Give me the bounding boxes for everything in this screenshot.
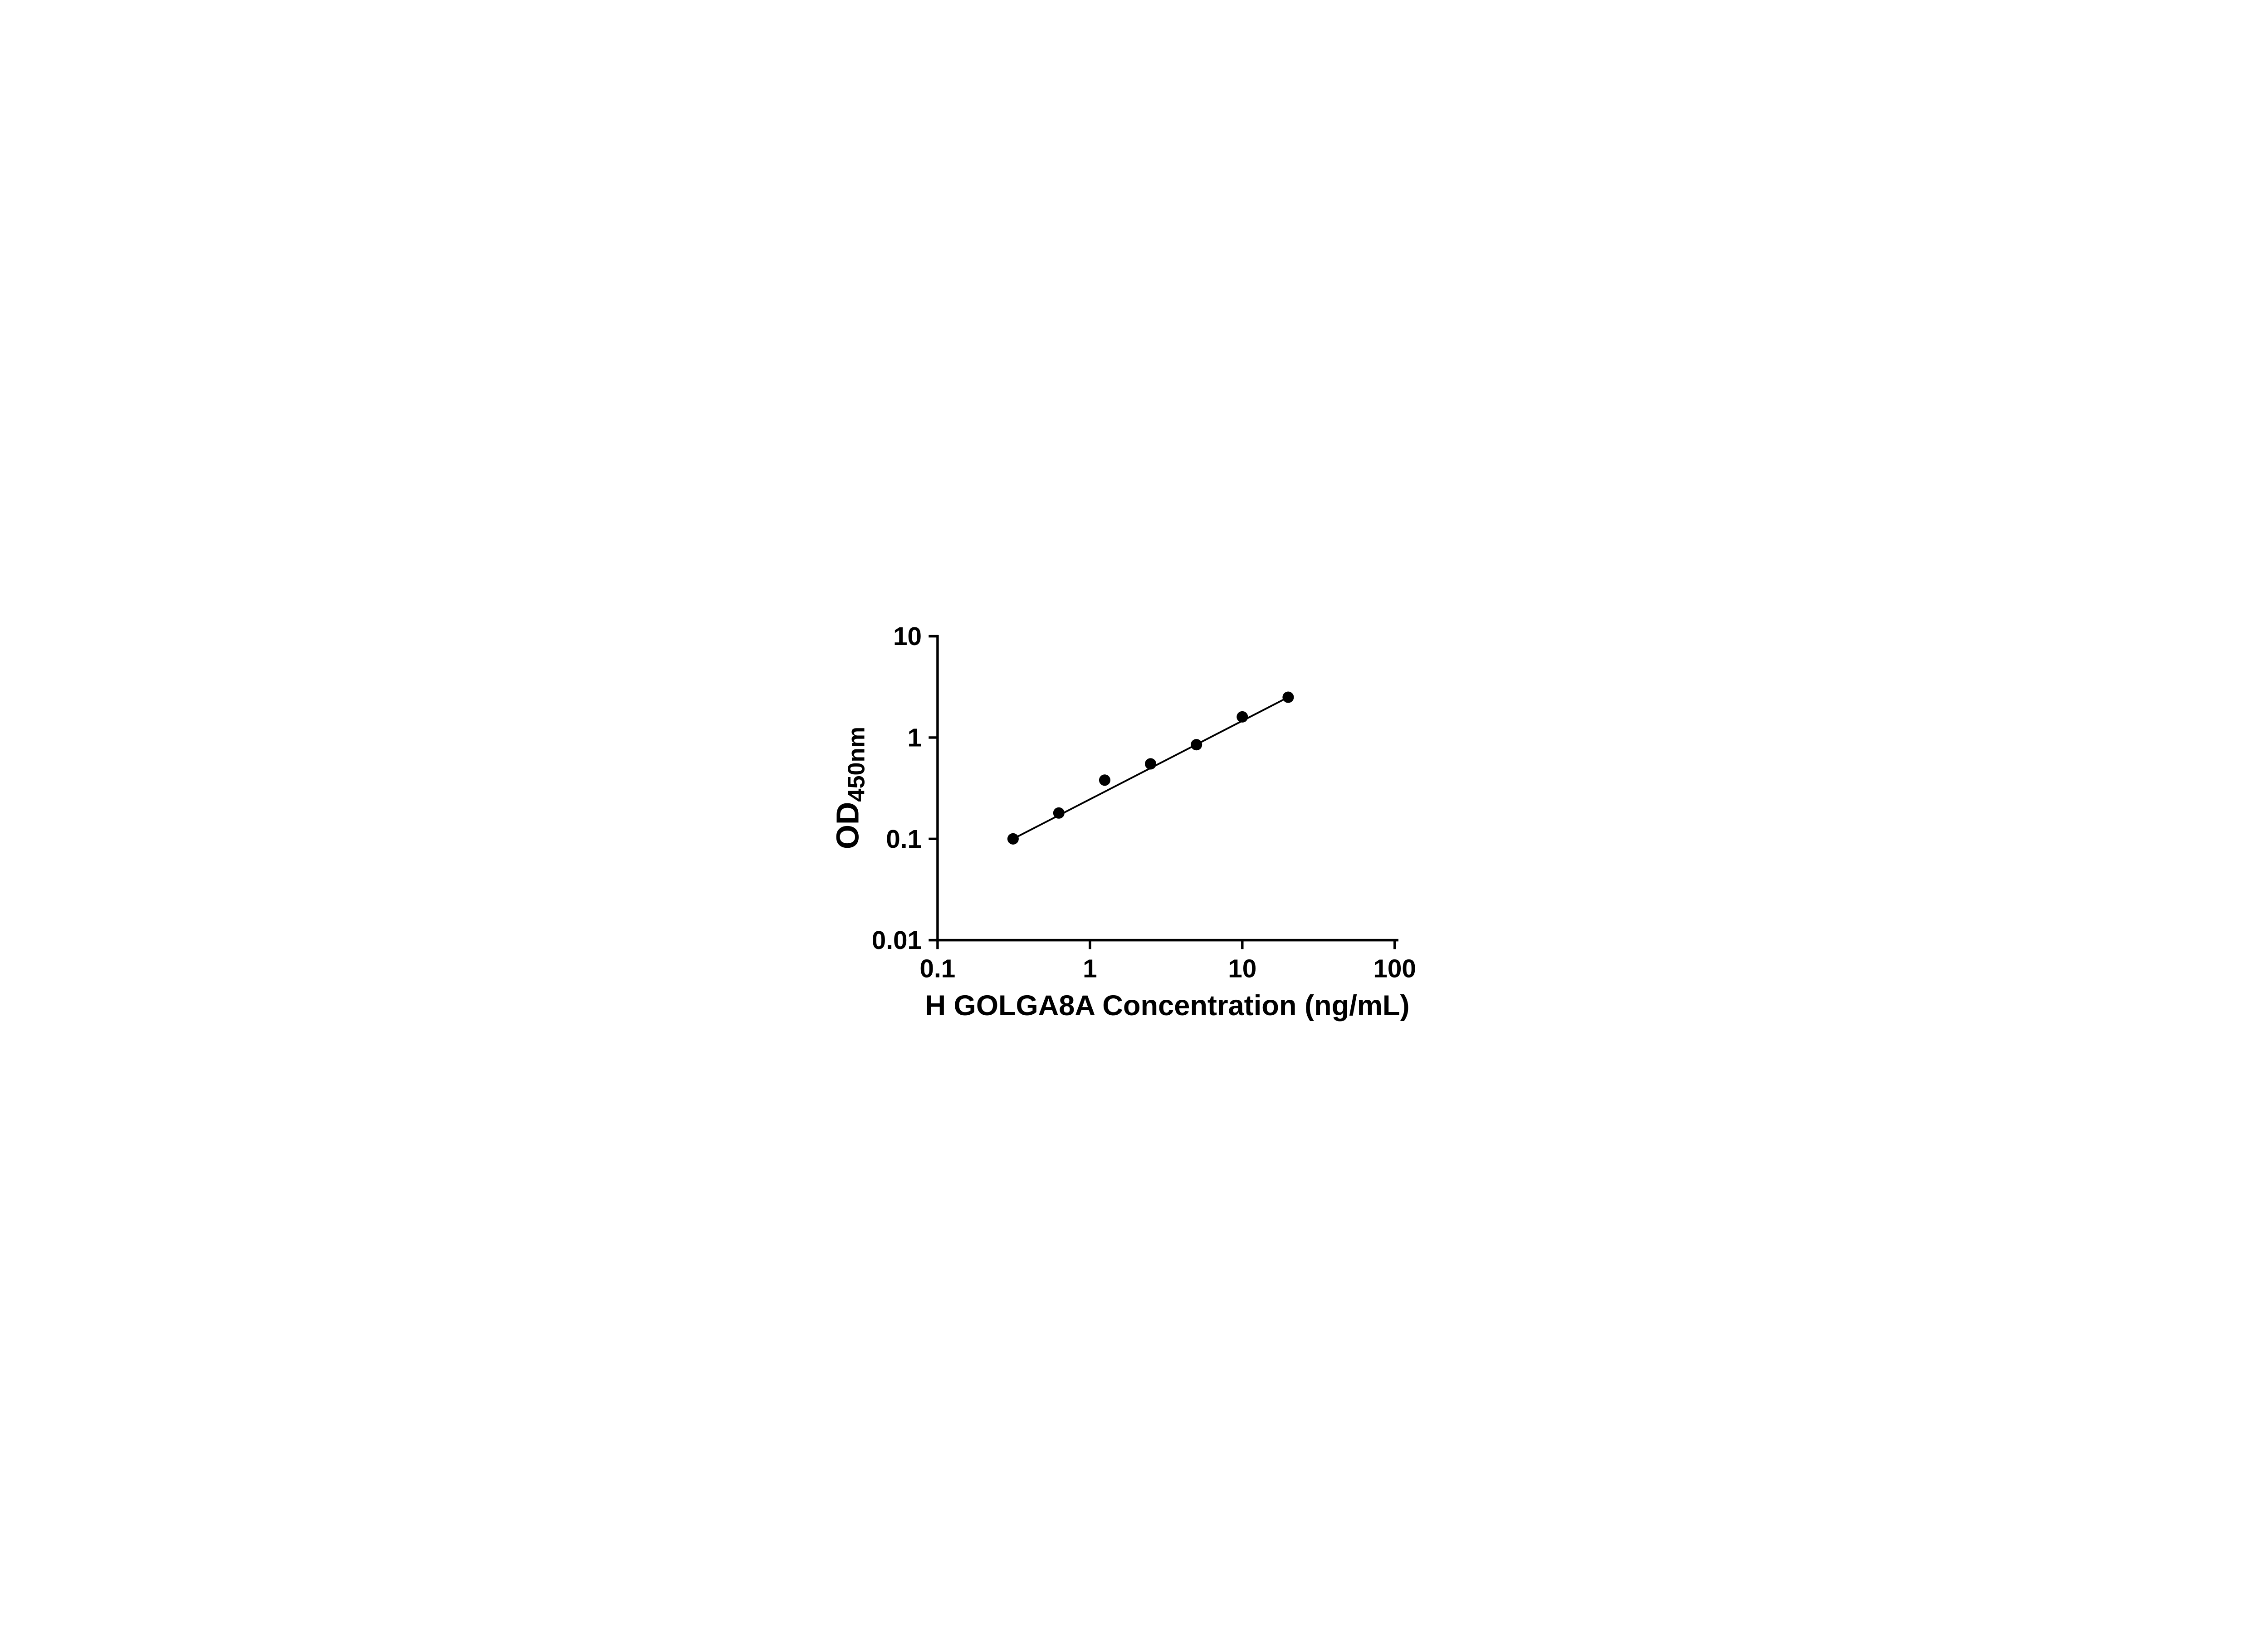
data-point — [1191, 738, 1202, 750]
data-point — [1007, 833, 1019, 845]
data-point — [1145, 758, 1157, 770]
x-axis-title: H GOLGA8A Concentration (ng/mL) — [925, 990, 1410, 1022]
x-tick-label: 10 — [1228, 954, 1256, 983]
y-tick-label: 0.1 — [886, 825, 922, 854]
x-tick-label: 0.1 — [920, 954, 956, 983]
data-point — [1099, 774, 1110, 786]
y-axis-title-base: OD — [830, 802, 865, 849]
elisa-standard-curve-figure: 0.1 1 10 100 0.01 0.1 1 10 H GOLGA8A Concentrat… — [816, 594, 1452, 1039]
y-axis-title-subscript: 450nm — [844, 727, 870, 802]
x-tick-label: 1 — [1083, 954, 1097, 983]
data-point — [1282, 691, 1294, 703]
y-tick-label: 0.01 — [872, 926, 922, 955]
y-tick-label: 10 — [893, 622, 922, 651]
x-tick-label: 100 — [1373, 954, 1416, 983]
series-layer — [1007, 691, 1294, 845]
data-point — [1053, 807, 1065, 819]
y-axis-title: OD450nm — [830, 727, 870, 849]
y-tick-label: 1 — [908, 724, 922, 752]
data-point — [1237, 711, 1248, 723]
axes-layer — [936, 635, 1398, 942]
